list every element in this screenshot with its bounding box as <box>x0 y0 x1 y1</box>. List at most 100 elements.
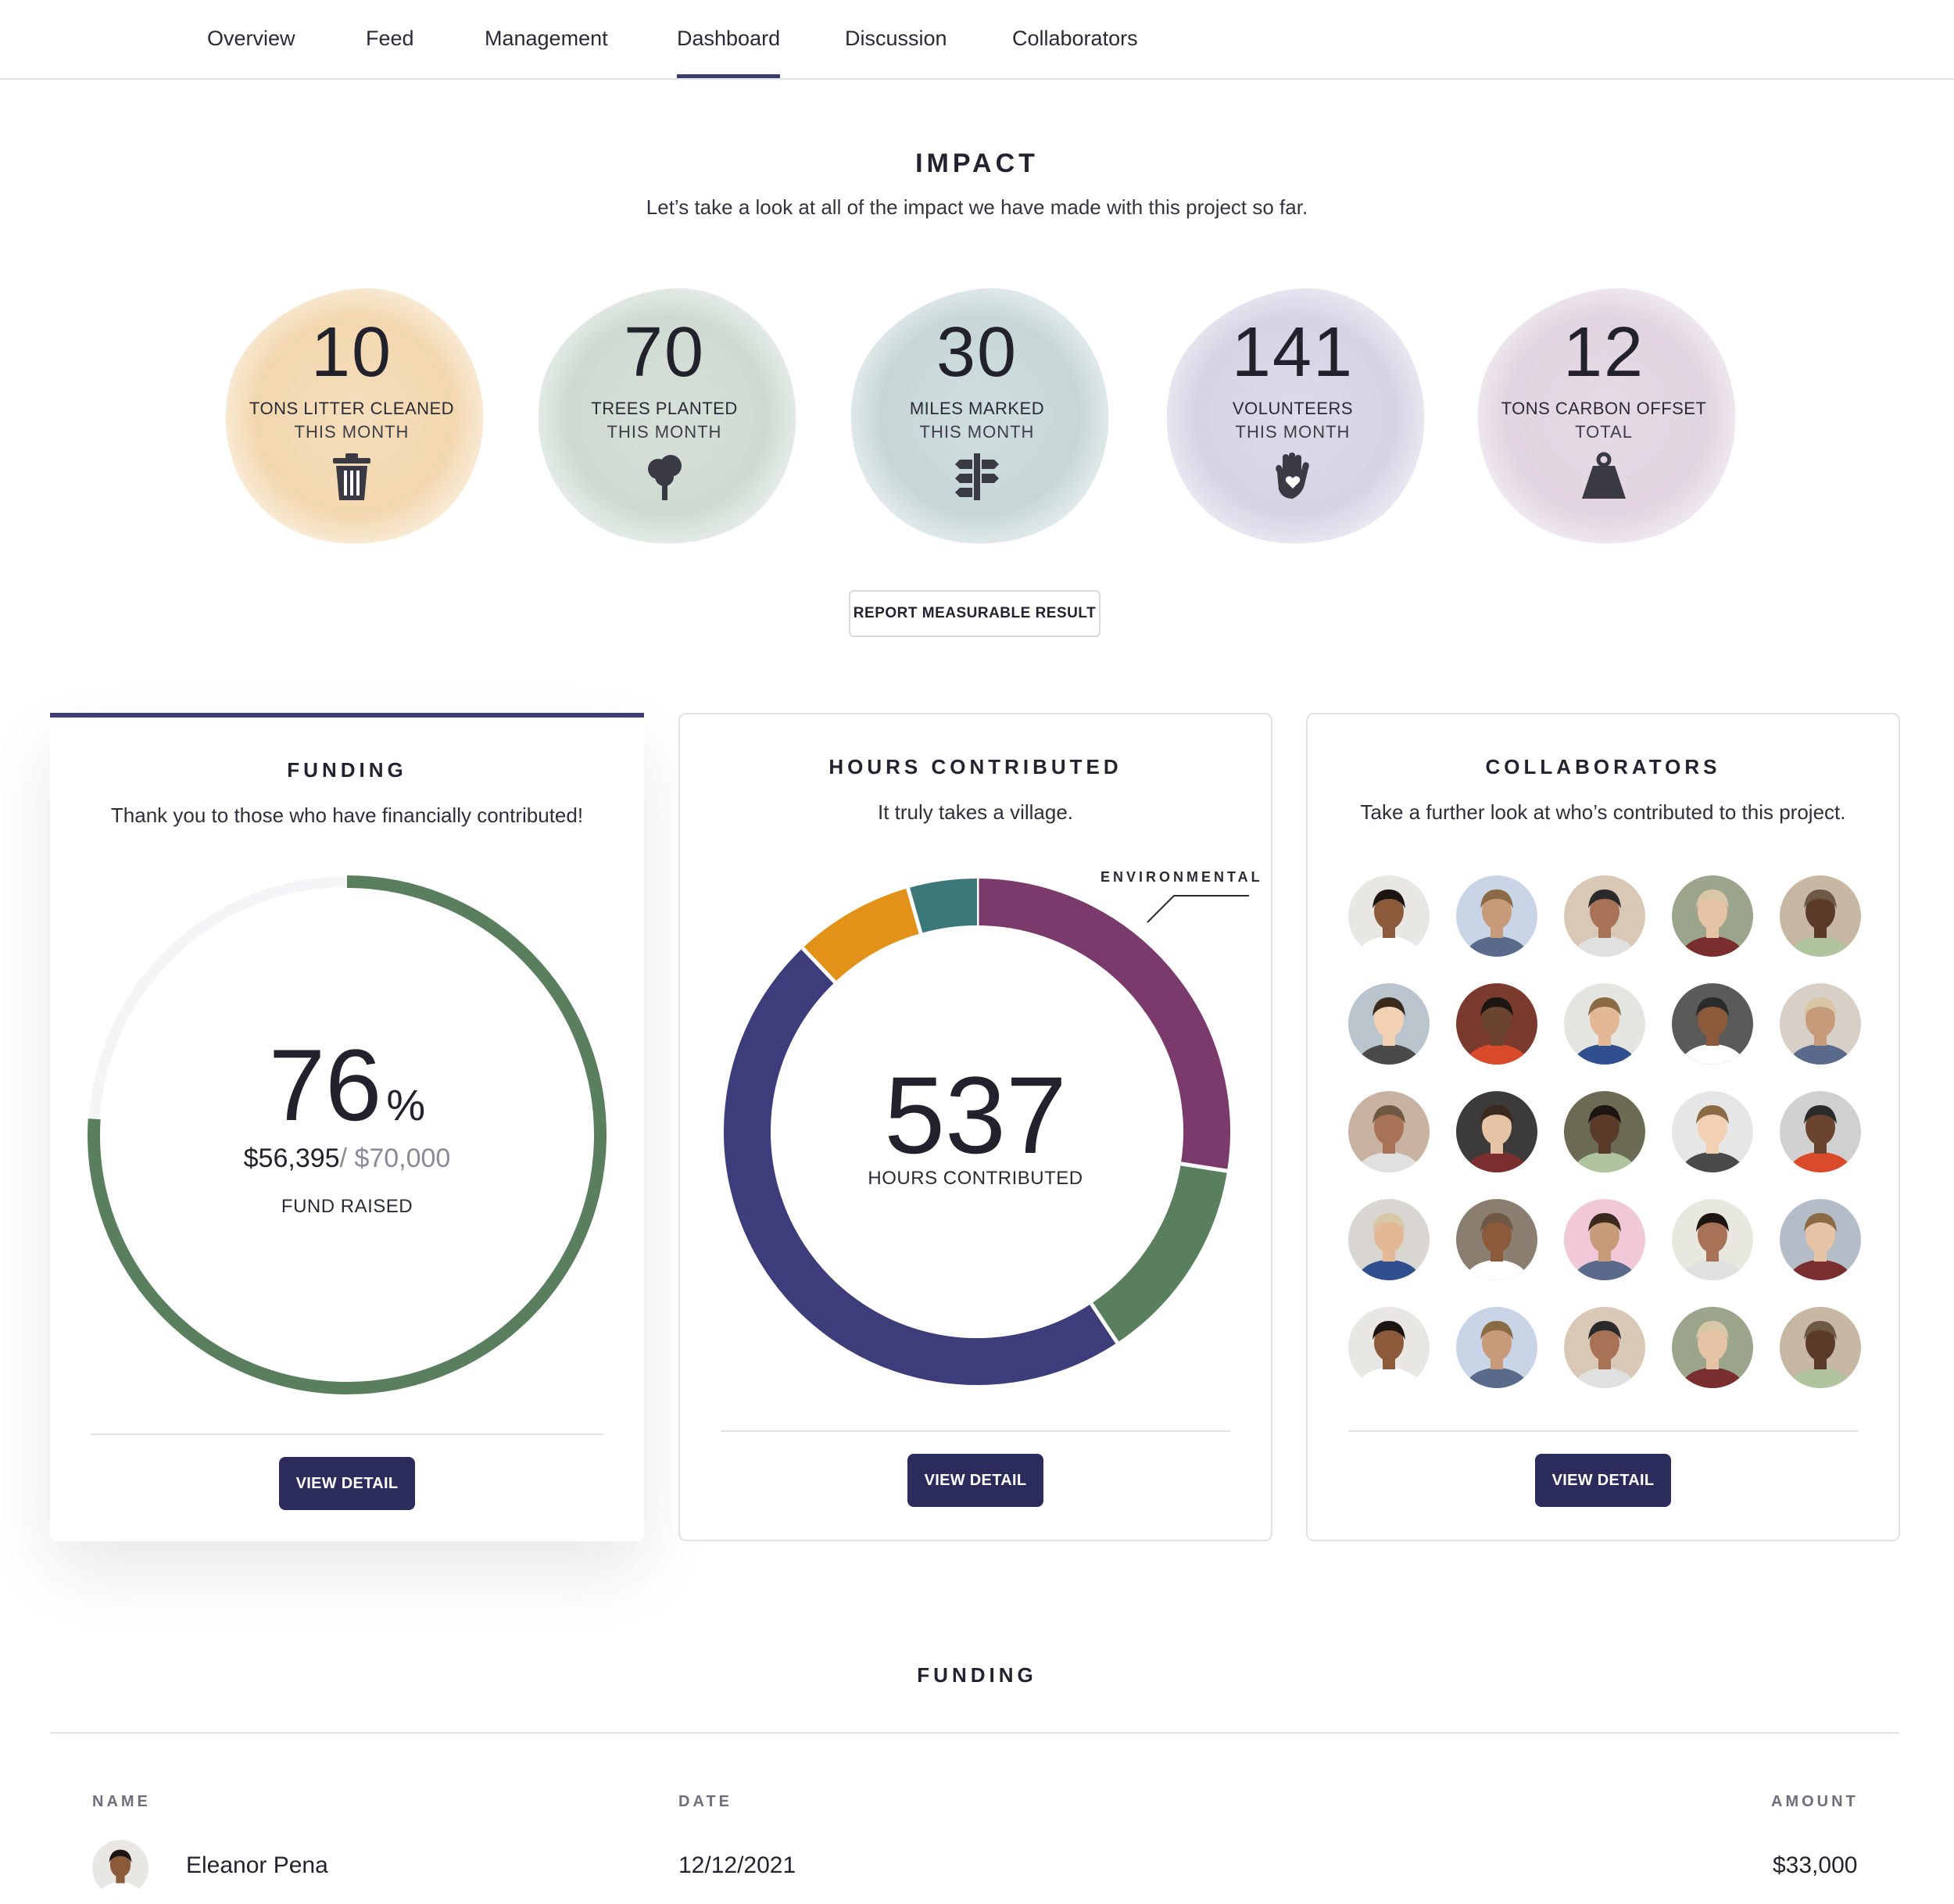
collaborators-card-title: COLLABORATORS <box>1485 755 1721 778</box>
impact-stat: 141 VOLUNTEERS THIS MONTH <box>1152 274 1433 555</box>
collaborator-avatar[interactable] <box>1672 875 1753 957</box>
collaborator-avatar[interactable] <box>1564 1307 1645 1388</box>
watercolor-blob <box>850 288 1109 544</box>
impact-stat: 12 TONS CARBON OFFSET TOTAL <box>1463 274 1745 555</box>
funding-card: FUNDING Thank you to those who have fina… <box>50 713 644 1541</box>
card-divider <box>91 1433 603 1435</box>
table-cell-amount: $33,000 <box>1773 1852 1858 1878</box>
table-divider <box>50 1732 1899 1734</box>
hand-heart-icon <box>1269 452 1316 502</box>
funding-percent: 76% <box>268 1028 426 1142</box>
impact-stat-value: 141 <box>1231 313 1355 392</box>
watercolor-blob <box>1166 288 1425 544</box>
collaborator-avatar[interactable] <box>1564 1091 1645 1172</box>
tab-management[interactable]: Management <box>485 27 608 50</box>
collaborator-avatar[interactable] <box>1348 983 1430 1065</box>
callout-leader-line <box>1147 895 1249 923</box>
collaborators-card: COLLABORATORS Take a further look at who… <box>1306 713 1900 1541</box>
collaborators-view-detail-button[interactable]: VIEW DETAIL <box>1535 1454 1671 1507</box>
impact-stat-value: 10 <box>310 313 393 392</box>
avatar <box>92 1840 149 1896</box>
top-navigation: Overview Feed Management Dashboard Discu… <box>0 0 1954 80</box>
collaborator-avatar[interactable] <box>1780 1091 1861 1172</box>
donut-segment-teal[interactable] <box>907 879 978 934</box>
collaborator-avatar[interactable] <box>1456 1307 1537 1388</box>
collaborator-avatar[interactable] <box>1564 875 1645 957</box>
column-header-amount[interactable]: AMOUNT <box>1771 1793 1859 1810</box>
funding-card-subtitle: Thank you to those who have financially … <box>110 803 584 827</box>
tab-collaborators[interactable]: Collaborators <box>1012 27 1138 50</box>
collaborator-avatar[interactable] <box>1564 983 1645 1065</box>
donut-segment-environmental[interactable] <box>976 879 1230 1172</box>
tree-icon <box>641 452 688 502</box>
collaborator-avatar[interactable] <box>1456 875 1537 957</box>
funding-table-title: FUNDING <box>917 1663 1037 1687</box>
funding-card-title: FUNDING <box>287 758 407 782</box>
impact-stat-period: THIS MONTH <box>919 422 1035 442</box>
weight-icon <box>1580 452 1627 502</box>
impact-stat-label: MILES MARKED <box>909 399 1045 418</box>
collaborator-avatar[interactable] <box>1456 1091 1537 1172</box>
collaborator-avatar[interactable] <box>1780 1307 1861 1388</box>
report-measurable-result-button[interactable]: REPORT MEASURABLE RESULT <box>849 590 1100 637</box>
collaborator-avatar[interactable] <box>1672 983 1753 1065</box>
collaborator-avatar[interactable] <box>1456 1199 1537 1280</box>
funding-amount: $56,395/ $70,000 <box>50 1143 644 1174</box>
donut-separator <box>1090 1302 1119 1344</box>
trash-icon <box>328 452 375 502</box>
impact-stat-label: VOLUNTEERS <box>1232 399 1354 418</box>
hours-label: HOURS CONTRIBUTED <box>868 1168 1083 1189</box>
impact-stat-label: TREES PLANTED <box>591 399 738 418</box>
collaborator-avatar-grid <box>1348 875 1861 1388</box>
table-cell-name: Eleanor Pena <box>186 1852 328 1878</box>
environmental-callout-label: ENVIRONMENTAL <box>1100 869 1263 885</box>
collaborator-avatar[interactable] <box>1780 875 1861 957</box>
tab-discussion[interactable]: Discussion <box>845 27 947 50</box>
column-header-name[interactable]: NAME <box>92 1793 151 1810</box>
fund-raised-label: FUND RAISED <box>281 1196 413 1217</box>
funding-progress-ring <box>88 875 607 1394</box>
impact-stat-value: 12 <box>1562 313 1645 392</box>
impact-stat-value: 70 <box>623 313 706 392</box>
collaborator-avatar[interactable] <box>1348 875 1430 957</box>
impact-stat-period: THIS MONTH <box>607 422 722 442</box>
tab-feed[interactable]: Feed <box>366 27 414 50</box>
impact-stat-period: THIS MONTH <box>294 422 410 442</box>
collaborators-card-subtitle: Take a further look at who’s contributed… <box>1360 800 1846 824</box>
impact-stat: 10 TONS LITTER CLEANED THIS MONTH <box>211 274 492 555</box>
signpost-icon <box>954 452 1000 502</box>
collaborator-avatar[interactable] <box>1780 983 1861 1065</box>
hours-card-subtitle: It truly takes a village. <box>878 800 1073 824</box>
tab-dashboard[interactable]: Dashboard <box>677 23 781 78</box>
collaborator-avatar[interactable] <box>1456 983 1537 1065</box>
card-divider <box>1348 1430 1858 1432</box>
impact-stat-label: TONS LITTER CLEANED <box>249 399 455 418</box>
watercolor-blob <box>1477 288 1736 544</box>
donut-segment-navy[interactable] <box>724 948 1118 1385</box>
impact-stat-value: 30 <box>936 313 1018 392</box>
impact-stat: 70 TREES PLANTED THIS MONTH <box>524 274 805 555</box>
hours-donut-chart <box>724 879 1249 1385</box>
hours-total: 537 <box>884 1054 1067 1176</box>
donut-separator <box>801 947 837 984</box>
impact-stat-period: THIS MONTH <box>1235 422 1351 442</box>
column-header-date[interactable]: DATE <box>678 1793 732 1810</box>
collaborator-avatar[interactable] <box>1564 1199 1645 1280</box>
collaborator-avatar[interactable] <box>1780 1199 1861 1280</box>
tab-overview[interactable]: Overview <box>207 27 295 50</box>
collaborator-avatar[interactable] <box>1672 1091 1753 1172</box>
collaborator-avatar[interactable] <box>1672 1199 1753 1280</box>
impact-title: IMPACT <box>915 149 1039 178</box>
donut-segment-orange[interactable] <box>802 888 922 982</box>
hours-view-detail-button[interactable]: VIEW DETAIL <box>907 1454 1043 1507</box>
funding-view-detail-button[interactable]: VIEW DETAIL <box>279 1457 415 1510</box>
donut-separator <box>1180 1161 1228 1173</box>
donut-segment-green[interactable] <box>1090 1163 1228 1343</box>
collaborator-avatar[interactable] <box>1348 1307 1430 1388</box>
impact-stat: 30 MILES MARKED THIS MONTH <box>836 274 1118 555</box>
donut-separator <box>906 887 923 934</box>
collaborator-avatar[interactable] <box>1348 1199 1430 1280</box>
collaborator-avatar[interactable] <box>1348 1091 1430 1172</box>
impact-stat-period: TOTAL <box>1575 422 1633 442</box>
collaborator-avatar[interactable] <box>1672 1307 1753 1388</box>
